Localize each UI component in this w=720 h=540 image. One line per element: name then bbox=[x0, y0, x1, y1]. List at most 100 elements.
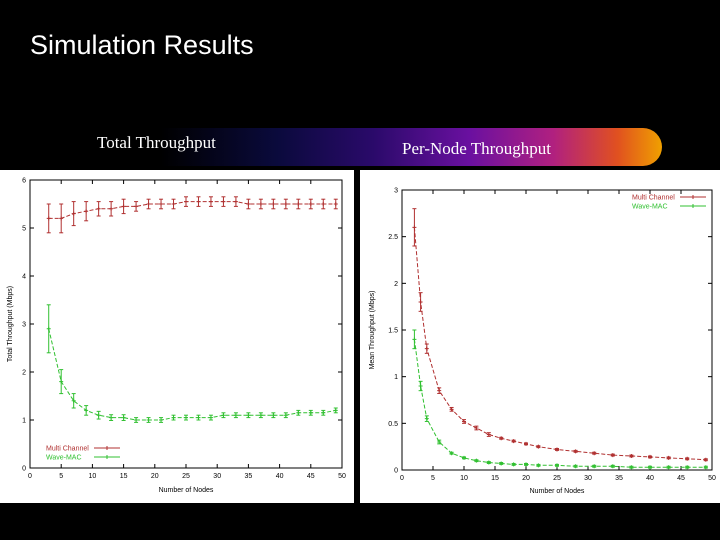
data-point bbox=[648, 454, 652, 459]
data-point bbox=[258, 202, 263, 206]
series-line bbox=[413, 227, 706, 461]
data-point bbox=[171, 415, 176, 420]
legend-marker bbox=[105, 455, 109, 459]
data-point bbox=[666, 455, 671, 460]
x-tick-label: 20 bbox=[522, 475, 530, 482]
data-point bbox=[171, 202, 176, 206]
data-point bbox=[462, 455, 466, 460]
data-point bbox=[283, 413, 288, 418]
data-point bbox=[121, 415, 126, 420]
data-point bbox=[524, 441, 528, 446]
data-point bbox=[184, 199, 188, 204]
y-tick-label: 0.5 bbox=[388, 421, 398, 428]
x-tick-label: 5 bbox=[431, 475, 435, 482]
data-point bbox=[685, 456, 690, 461]
y-tick-label: 3 bbox=[394, 188, 398, 195]
legend-label: Multi Channel bbox=[632, 195, 675, 202]
legend-label: Wave-MAC bbox=[46, 455, 82, 462]
x-tick-label: 40 bbox=[646, 475, 654, 482]
data-point bbox=[629, 465, 634, 470]
data-point bbox=[412, 337, 417, 342]
data-point bbox=[121, 204, 126, 209]
y-axis-label: Mean Throughput (Mbps) bbox=[369, 291, 376, 370]
data-point bbox=[666, 465, 671, 470]
y-tick-label: 2.5 bbox=[388, 234, 398, 241]
data-point bbox=[146, 202, 151, 206]
x-tick-label: 10 bbox=[460, 475, 468, 482]
data-point bbox=[233, 413, 238, 418]
y-tick-label: 1 bbox=[22, 418, 26, 425]
series-line bbox=[48, 201, 336, 219]
x-tick-label: 25 bbox=[182, 473, 190, 480]
data-point bbox=[449, 451, 454, 456]
x-tick-label: 30 bbox=[584, 475, 592, 482]
data-point bbox=[134, 418, 139, 422]
data-point bbox=[486, 432, 491, 437]
data-point bbox=[555, 447, 559, 452]
x-axis-label: Number of Nodes bbox=[530, 488, 585, 495]
data-point bbox=[703, 465, 708, 470]
y-tick-label: 2 bbox=[22, 370, 26, 377]
data-point bbox=[146, 418, 151, 422]
data-point bbox=[474, 426, 479, 430]
data-point bbox=[511, 439, 516, 444]
x-tick-label: 0 bbox=[400, 475, 404, 482]
x-tick-label: 35 bbox=[615, 475, 623, 482]
legend-label: Wave-MAC bbox=[632, 204, 668, 211]
data-point bbox=[486, 460, 491, 465]
x-tick-label: 10 bbox=[89, 473, 97, 480]
data-point bbox=[208, 199, 213, 204]
x-tick-label: 15 bbox=[120, 473, 128, 480]
data-point bbox=[462, 419, 466, 424]
data-point bbox=[499, 461, 504, 466]
data-point bbox=[629, 454, 634, 458]
data-point bbox=[648, 465, 652, 470]
x-tick-label: 0 bbox=[28, 473, 32, 480]
data-point bbox=[258, 413, 263, 418]
x-tick-label: 50 bbox=[708, 475, 716, 482]
y-tick-label: 5 bbox=[22, 226, 26, 233]
series-line bbox=[48, 328, 336, 421]
data-point bbox=[333, 408, 338, 413]
data-point bbox=[418, 384, 423, 388]
data-point bbox=[196, 415, 201, 420]
data-point bbox=[46, 326, 51, 331]
y-tick-label: 2 bbox=[394, 281, 398, 288]
y-axis-label: Total Throughput (Mbps) bbox=[7, 286, 14, 362]
y-tick-label: 6 bbox=[22, 178, 26, 185]
right-chart-caption: Per-Node Throughput bbox=[402, 139, 552, 158]
legend-marker bbox=[691, 204, 695, 208]
x-tick-label: 50 bbox=[338, 473, 346, 480]
legend-marker bbox=[105, 446, 109, 450]
x-tick-label: 15 bbox=[491, 475, 499, 482]
data-point bbox=[96, 206, 101, 211]
data-point bbox=[412, 225, 417, 230]
data-point bbox=[321, 202, 326, 206]
data-point bbox=[283, 202, 288, 206]
data-point bbox=[592, 464, 597, 469]
data-point bbox=[592, 451, 597, 456]
data-point bbox=[271, 202, 276, 206]
data-point bbox=[685, 465, 690, 470]
data-point bbox=[246, 413, 251, 418]
data-point bbox=[573, 449, 578, 454]
left-chart-caption: Total Throughput bbox=[97, 133, 216, 152]
data-point bbox=[59, 379, 64, 384]
data-point bbox=[233, 199, 238, 204]
data-point bbox=[109, 415, 114, 420]
data-point bbox=[536, 444, 541, 449]
data-point bbox=[246, 202, 251, 206]
data-point bbox=[449, 407, 454, 412]
data-point bbox=[221, 413, 226, 418]
data-point bbox=[296, 202, 301, 206]
data-point bbox=[555, 463, 559, 468]
x-tick-label: 45 bbox=[677, 475, 685, 482]
data-point bbox=[437, 388, 442, 393]
x-tick-label: 35 bbox=[245, 473, 253, 480]
data-point bbox=[418, 300, 423, 304]
data-point bbox=[424, 346, 429, 351]
data-point bbox=[159, 202, 164, 206]
plot-frame bbox=[29, 179, 343, 469]
data-point bbox=[296, 410, 301, 415]
